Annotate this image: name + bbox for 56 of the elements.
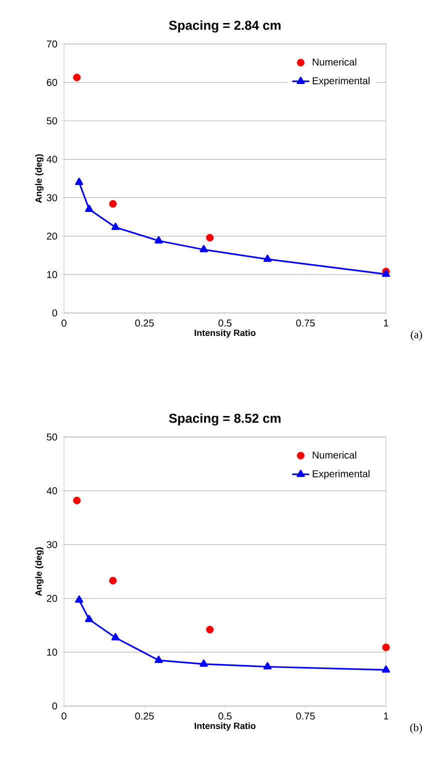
point (263, 254, 272, 262)
point (85, 614, 94, 622)
y-tick-label: 10 (47, 271, 58, 278)
point (154, 656, 163, 663)
x-tick-label: 1 (384, 320, 388, 326)
y-tick-label: 50 (46, 433, 58, 441)
x-tick-label: 1 (384, 712, 388, 720)
x-axis-title: Intensity Ratio (194, 722, 256, 731)
legend-label: Experimental (312, 76, 370, 86)
legend-label: Numerical (312, 58, 356, 66)
y-axis-title: Angle (deg) (35, 547, 44, 596)
point (109, 576, 117, 584)
y-tick-label: 40 (46, 156, 58, 163)
y-axis-title: Angle (deg) (35, 154, 44, 203)
y-tick-label: 0 (52, 702, 58, 710)
point (206, 234, 214, 242)
x-tick-label: 0.5 (218, 320, 232, 327)
y-tick-label: 30 (46, 541, 58, 548)
y-tick-label: 20 (46, 232, 58, 240)
point (154, 236, 163, 244)
point (206, 626, 214, 634)
point (200, 244, 208, 252)
point (111, 633, 120, 640)
point (109, 200, 117, 208)
text: (b) (410, 724, 422, 734)
x-tick-label: 0 (62, 320, 66, 327)
point (263, 662, 272, 670)
point (75, 178, 84, 186)
point (73, 74, 81, 82)
y-tick-label: 10 (47, 648, 58, 656)
point (75, 595, 84, 603)
point (382, 644, 390, 652)
y-tick-label: 40 (46, 487, 58, 494)
x-tick-label: 0.5 (218, 712, 232, 720)
chart-title: Spacing = 8.52 cm (169, 413, 281, 426)
point (382, 665, 390, 673)
legend-label: Numerical (312, 451, 356, 459)
y-tick-label: 60 (46, 78, 58, 86)
x-axis-title: Intensity Ratio (194, 329, 256, 338)
point (111, 222, 120, 230)
x-tick-label: 0.25 (135, 320, 154, 327)
chart-title: Spacing = 2.84 cm (169, 20, 281, 33)
y-tick-label: 70 (46, 40, 58, 48)
y-tick-label: 0 (52, 309, 58, 317)
text: (a) (410, 330, 422, 340)
y-tick-label: 20 (46, 594, 58, 602)
y-tick-label: 50 (46, 117, 58, 124)
point (73, 496, 81, 504)
x-tick-label: 0.75 (296, 320, 315, 327)
point (200, 659, 208, 667)
x-tick-label: 0 (62, 712, 66, 720)
legend-label: Experimental (312, 470, 370, 480)
x-tick-label: 0.25 (135, 712, 154, 720)
point (85, 204, 94, 212)
x-tick-label: 0.75 (296, 712, 315, 720)
y-tick-label: 30 (46, 194, 58, 202)
